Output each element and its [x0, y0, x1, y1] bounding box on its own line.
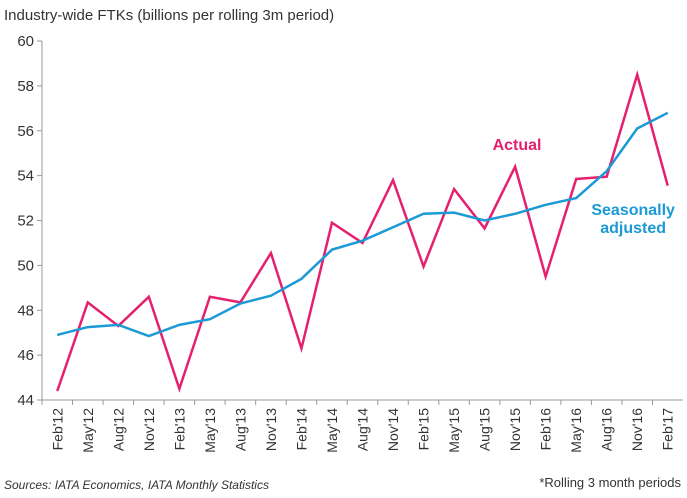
legend-label: Seasonally adjusted: [591, 202, 675, 237]
x-tick-label: May'13: [202, 408, 218, 453]
x-tick-label: Aug'16: [599, 408, 615, 451]
x-tick-label: Nov'15: [507, 408, 523, 451]
y-tick-label: 54: [17, 168, 34, 185]
x-tick-label: Nov'13: [263, 408, 279, 451]
x-tick-label: Feb'14: [293, 408, 309, 451]
x-tick-label: Aug'14: [355, 408, 371, 451]
x-tick-label: Nov'12: [141, 408, 157, 451]
x-tick-label: Feb'12: [49, 408, 65, 451]
x-tick-label: Aug'15: [477, 408, 493, 451]
x-tick-label: May'16: [568, 408, 584, 453]
x-tick-label: Aug'13: [232, 408, 248, 451]
legend-label: Actual: [492, 137, 542, 154]
source: Sources: IATA Economics, IATA Monthly St…: [4, 478, 269, 492]
note: *Rolling 3 month periods: [539, 475, 681, 490]
y-tick-label: 52: [17, 213, 34, 230]
x-tick-label: Feb'15: [416, 408, 432, 451]
x-tick-label: Feb'17: [660, 408, 676, 451]
x-tick-label: Feb'13: [171, 408, 187, 451]
line: [56, 111, 669, 338]
x-tick-label: May'14: [324, 408, 340, 453]
chart-title: Industry-wide FTKs (billions per rolling…: [4, 7, 334, 24]
y-tick-label: 46: [17, 347, 34, 364]
y-tick-label: 58: [17, 78, 34, 95]
x-tick-label: May'15: [446, 408, 462, 453]
x-tick-label: Feb'16: [538, 408, 554, 451]
y-tick-label: 56: [17, 123, 34, 140]
line: [56, 70, 669, 393]
y-tick-label: 48: [17, 302, 34, 319]
x-tick-label: Nov'14: [385, 408, 401, 451]
y-tick-label: 44: [17, 392, 34, 409]
x-tick-label: Nov'16: [629, 408, 645, 451]
y-tick-label: 60: [17, 33, 34, 50]
x-tick-label: Aug'12: [110, 408, 126, 451]
x-tick-label: May'12: [80, 408, 96, 453]
y-tick-label: 50: [17, 257, 34, 274]
